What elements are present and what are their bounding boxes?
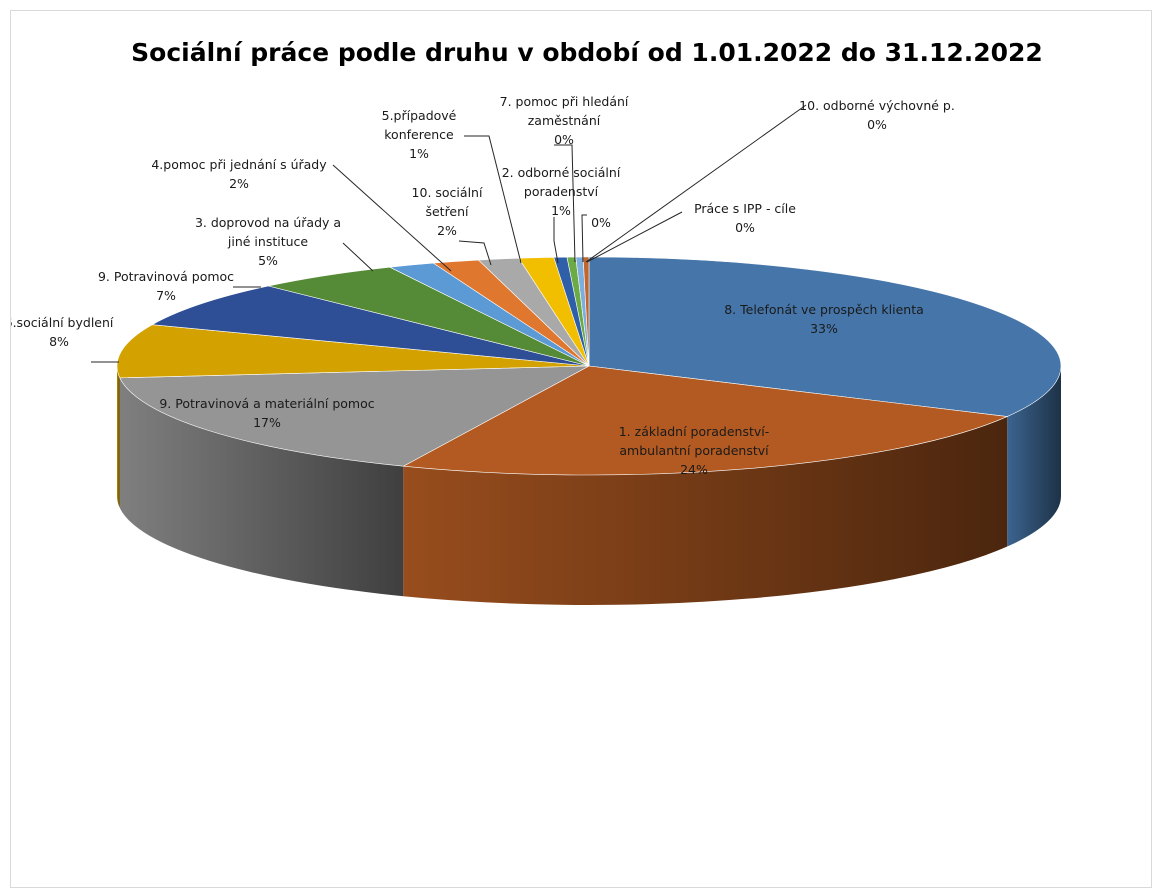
- data-label-percent: 0%: [867, 117, 887, 132]
- leader-line: [332, 164, 452, 272]
- data-label-category: 8. Telefonát ve prospěch klienta: [724, 302, 924, 317]
- data-label-percent: 0%: [735, 220, 755, 235]
- data-label-percent: 17%: [253, 415, 281, 430]
- data-label-category: 10. odborné výchovné p.: [799, 98, 955, 113]
- data-label-category: 6.sociální bydlení: [11, 315, 114, 330]
- data-label-category: 2. odborné sociální: [502, 165, 621, 180]
- data-label-category: 5.případové: [382, 108, 457, 123]
- pie-slice: [588, 256, 1062, 417]
- data-label-category: 1. základní poradenství-: [619, 424, 770, 439]
- leader-line: [553, 217, 559, 264]
- data-label-percent: 2%: [229, 176, 249, 191]
- leader-line: [464, 135, 522, 264]
- leader-line: [581, 214, 587, 263]
- data-label-percent: 1%: [409, 146, 429, 161]
- data-label-category: zaměstnání: [528, 113, 601, 128]
- pie-slice: [268, 266, 590, 367]
- data-label-category: 4.pomoc při jednání s úřady: [151, 157, 327, 172]
- data-label-percent: 0%: [554, 132, 574, 147]
- pie-side-layer: [117, 366, 1061, 605]
- data-label-category: Práce s IPP - cíle: [694, 201, 796, 216]
- pie-slice: [151, 285, 590, 367]
- chart-frame: Sociální práce podle druhu v období od 1…: [10, 10, 1152, 888]
- leader-line: [585, 104, 807, 263]
- pie-slice-side: [403, 416, 1008, 605]
- data-label-percent: 8%: [49, 334, 69, 349]
- data-label-category: jiné instituce: [227, 234, 309, 249]
- data-label-category: 9. Potravinová a materiální pomoc: [159, 396, 374, 411]
- pie-top-layer: [116, 256, 1062, 476]
- data-label-percent: 0%: [591, 215, 611, 230]
- data-label-percent: 33%: [810, 321, 838, 336]
- leader-line: [586, 211, 683, 263]
- leader-line: [342, 242, 374, 272]
- data-label-category: šetření: [425, 204, 469, 219]
- data-label-percent: 5%: [258, 253, 278, 268]
- pie-slice-side: [119, 377, 404, 597]
- data-label-category: poradenství: [524, 184, 599, 199]
- pie-slice: [116, 324, 590, 379]
- data-labels: 8. Telefonát ve prospěch klienta 33% 1. zá…: [11, 94, 955, 477]
- data-label-category: 3. doprovod na úřady a: [195, 215, 341, 230]
- pie-slice-side: [1007, 366, 1061, 547]
- pie-slice: [119, 365, 590, 467]
- data-label-category: 10. sociální: [412, 185, 483, 200]
- pie-slice: [402, 365, 1009, 476]
- data-label-category: 9. Potravinová pomoc: [98, 269, 234, 284]
- data-label-category: 7. pomoc při hledání: [500, 94, 629, 109]
- chart-title: Sociální práce podle druhu v období od 1…: [131, 38, 1043, 67]
- leader-line: [458, 240, 492, 266]
- data-label-category: konference: [384, 127, 454, 142]
- pie-slice-side: [117, 366, 120, 508]
- data-label-percent: 2%: [437, 223, 457, 238]
- data-label-category: ambulantní poradenství: [619, 443, 769, 458]
- pie-chart: Sociální práce podle druhu v období od 1…: [11, 38, 1062, 605]
- data-label-percent: 24%: [680, 462, 708, 477]
- data-label-percent: 7%: [156, 288, 176, 303]
- data-label-percent: 1%: [551, 203, 571, 218]
- leader-line: [554, 144, 576, 263]
- leader-lines: [91, 104, 807, 363]
